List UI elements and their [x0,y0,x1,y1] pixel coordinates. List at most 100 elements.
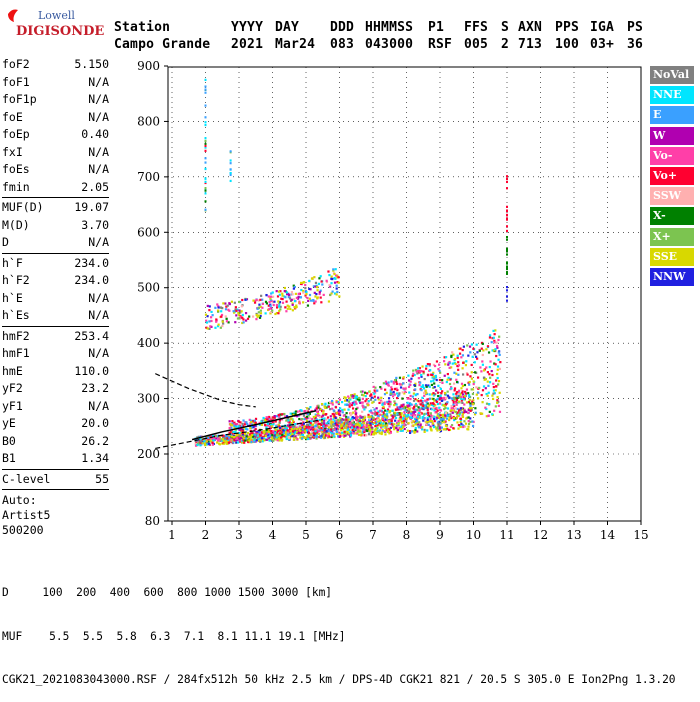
echo-point [305,427,308,430]
echo-point [392,390,395,394]
echo-point [371,401,374,404]
echo-point [467,411,470,414]
echo-point [240,427,243,430]
echo-point [368,425,371,429]
echo-point [331,421,334,424]
echo-point [485,366,488,369]
echo-point [290,427,293,430]
echo-point [276,433,279,436]
echo-point [240,440,243,443]
echo-point [358,397,361,400]
echo-point [268,422,271,425]
echo-point [287,420,290,423]
echo-point [385,423,388,426]
echo-point [287,437,291,441]
echo-point [454,362,457,366]
echo-point [412,411,415,414]
echo-point [238,440,241,443]
echo-point [351,424,355,427]
echo-point [278,421,281,424]
echo-point [272,303,275,307]
echo-point [316,410,319,413]
echo-point [374,391,377,394]
echo-point [299,296,302,299]
echo-point [222,441,225,444]
echo-point [434,411,437,414]
echo-point [272,434,275,437]
echo-point [272,436,276,439]
echo-point [204,91,207,94]
echo-point [214,436,217,439]
param-key: fxI [2,144,23,159]
echo-point [377,421,380,424]
echo-point [283,434,286,438]
echo-point [434,376,438,379]
echo-point [455,395,458,398]
divider [2,468,109,470]
echo-point [300,409,303,412]
y-tick-label: 600 [137,225,160,239]
echo-point [278,430,281,433]
echo-point [255,433,258,437]
echo-point [314,428,317,431]
echo-point [323,429,326,432]
echo-point [394,416,398,419]
echo-point [228,423,232,426]
echo-point [309,417,312,420]
echo-point [411,374,414,377]
echo-point [262,416,265,420]
echo-point [269,303,272,306]
echo-point [323,433,326,436]
echo-point [395,426,398,430]
echo-point [332,423,336,426]
echo-point [475,393,478,396]
echo-point [310,433,313,436]
echo-point [329,424,332,427]
echo-point [226,304,229,307]
echo-point [352,411,355,414]
echo-point [385,382,388,385]
echo-point [363,391,367,394]
echo-point [234,435,237,438]
echo-point [456,407,459,411]
echo-point [281,438,284,441]
echo-point [315,426,318,429]
echo-point [279,305,282,308]
echo-point [506,265,508,268]
echo-point [360,434,363,437]
echo-point [252,299,255,302]
echo-point [315,437,318,440]
echo-point [216,309,220,312]
echo-point [308,431,311,434]
echo-point [323,430,326,433]
echo-point [266,308,270,312]
echo-point [423,417,426,420]
echo-point [220,306,223,309]
echo-point [204,188,207,192]
echo-point [238,434,241,437]
echo-point [248,315,251,318]
echo-point [279,431,282,434]
echo-point [256,432,259,435]
echo-point [214,306,217,309]
param-row: hmF2 253.4 [2,328,109,346]
echo-point [204,88,207,91]
echo-point [389,422,392,425]
echo-point [266,422,269,425]
echo-point [461,384,464,388]
echo-point [277,423,280,426]
echo-point [419,403,422,406]
echo-point [222,439,226,442]
echo-point [312,428,315,431]
echo-point [440,392,443,395]
echo-point [347,432,350,435]
echo-point [422,417,425,420]
echo-point [399,418,402,421]
echo-point [400,426,404,429]
echo-point [363,429,366,432]
echo-point [314,424,318,428]
echo-point [456,414,459,418]
echo-point [463,383,467,387]
echo-point [443,404,446,408]
echo-point [432,363,436,366]
